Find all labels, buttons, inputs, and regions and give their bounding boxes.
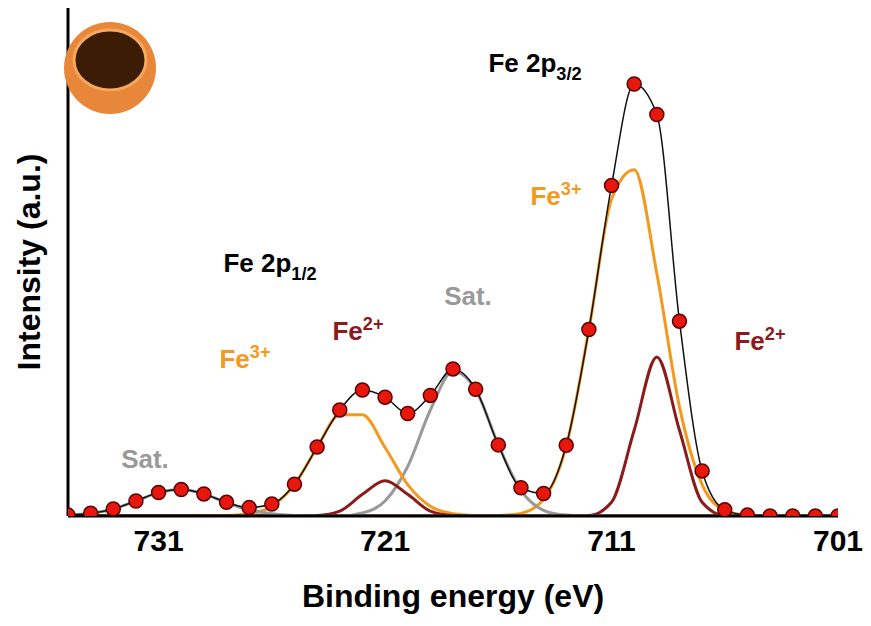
svg-text:731: 731 — [134, 524, 184, 557]
svg-text:Sat.: Sat. — [121, 444, 169, 474]
svg-text:Fe 2p3/2: Fe 2p3/2 — [488, 48, 581, 84]
svg-text:721: 721 — [360, 524, 410, 557]
svg-text:Intensity (a.u.): Intensity (a.u.) — [11, 154, 47, 371]
svg-text:Fe3+: Fe3+ — [219, 342, 270, 374]
svg-text:701: 701 — [813, 524, 863, 557]
svg-text:Fe2+: Fe2+ — [734, 324, 785, 356]
svg-text:711: 711 — [587, 524, 635, 557]
svg-text:Sat.: Sat. — [444, 281, 492, 311]
svg-text:Fe2+: Fe2+ — [332, 314, 383, 346]
svg-text:Binding energy (eV): Binding energy (eV) — [302, 578, 604, 614]
svg-text:Fe3+: Fe3+ — [530, 179, 581, 211]
svg-text:Fe 2p1/2: Fe 2p1/2 — [223, 248, 316, 284]
